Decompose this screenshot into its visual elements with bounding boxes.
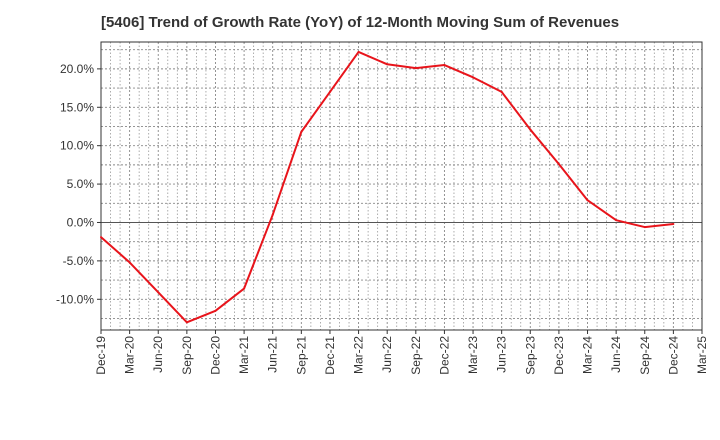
data-point <box>357 50 360 53</box>
x-tick-label: Jun-23 <box>495 336 509 373</box>
data-point <box>271 213 274 216</box>
x-tick-label: Sep-24 <box>638 336 652 375</box>
y-tick-label: -5.0% <box>63 254 95 268</box>
data-point <box>472 76 475 79</box>
x-tick-label: Sep-20 <box>180 336 194 375</box>
data-point <box>300 130 303 133</box>
data-point <box>672 223 675 226</box>
x-tick-label: Mar-22 <box>352 336 366 374</box>
x-tick-label: Dec-20 <box>208 336 222 375</box>
y-tick-label: -10.0% <box>56 292 94 306</box>
data-point <box>586 199 589 202</box>
x-tick-label: Dec-21 <box>323 336 337 375</box>
y-tick-label: 10.0% <box>60 139 94 153</box>
x-tick-label: Sep-22 <box>409 336 423 375</box>
y-tick-label: 5.0% <box>67 177 95 191</box>
x-tick-label: Jun-24 <box>609 336 623 373</box>
y-tick-label: 15.0% <box>60 100 94 114</box>
data-point <box>443 64 446 67</box>
x-tick-label: Mar-24 <box>581 336 595 374</box>
data-point <box>128 261 131 264</box>
x-tick-label: Dec-22 <box>437 336 451 375</box>
data-point <box>529 128 532 131</box>
data-point <box>615 219 618 222</box>
x-tick-label: Dec-19 <box>94 336 108 375</box>
plot-background <box>101 42 702 330</box>
plot-frame <box>100 41 703 331</box>
x-tick-label: Dec-23 <box>552 336 566 375</box>
x-tick-label: Dec-24 <box>666 336 680 375</box>
x-tick-label: Mar-25 <box>695 336 709 374</box>
data-point <box>185 321 188 324</box>
data-point <box>100 236 102 239</box>
data-point <box>500 90 503 93</box>
data-point <box>328 90 331 93</box>
chart-title: [5406] Trend of Growth Rate (YoY) of 12-… <box>100 14 620 31</box>
data-point <box>157 291 160 294</box>
data-point <box>414 67 417 70</box>
x-tick-label: Jun-20 <box>151 336 165 373</box>
data-point <box>243 287 246 290</box>
data-point <box>557 163 560 166</box>
y-tick-label: 0.0% <box>67 215 95 229</box>
y-tick-label: 20.0% <box>60 62 94 76</box>
x-tick-label: Sep-23 <box>523 336 537 375</box>
data-point <box>214 309 217 312</box>
x-tick-label: Jun-21 <box>266 336 280 373</box>
x-tick-label: Mar-21 <box>237 336 251 374</box>
data-point <box>386 63 389 66</box>
x-tick-label: Mar-20 <box>123 336 137 374</box>
x-tick-label: Sep-21 <box>294 336 308 375</box>
x-tick-label: Jun-22 <box>380 336 394 373</box>
x-tick-label: Mar-23 <box>466 336 480 374</box>
data-point <box>643 226 646 229</box>
